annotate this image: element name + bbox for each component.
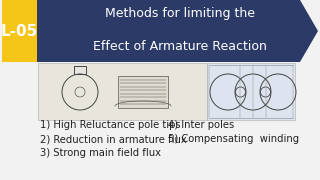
- Text: 5) Compensating  winding: 5) Compensating winding: [168, 134, 299, 144]
- Text: 4) Inter poles: 4) Inter poles: [168, 120, 234, 130]
- Text: Methods for limiting the: Methods for limiting the: [105, 6, 255, 19]
- Bar: [207, 63, 295, 120]
- Text: 3) Strong main field flux: 3) Strong main field flux: [40, 148, 161, 158]
- Bar: [118, 76, 168, 108]
- Bar: [38, 63, 207, 120]
- Text: L-05: L-05: [1, 24, 38, 39]
- Text: 2) Reduction in armature flux: 2) Reduction in armature flux: [40, 134, 187, 144]
- Text: Effect of Armature Reaction: Effect of Armature Reaction: [93, 40, 267, 53]
- Text: 1) High Reluctance pole tips: 1) High Reluctance pole tips: [40, 120, 180, 130]
- Polygon shape: [37, 0, 318, 62]
- FancyBboxPatch shape: [2, 0, 37, 62]
